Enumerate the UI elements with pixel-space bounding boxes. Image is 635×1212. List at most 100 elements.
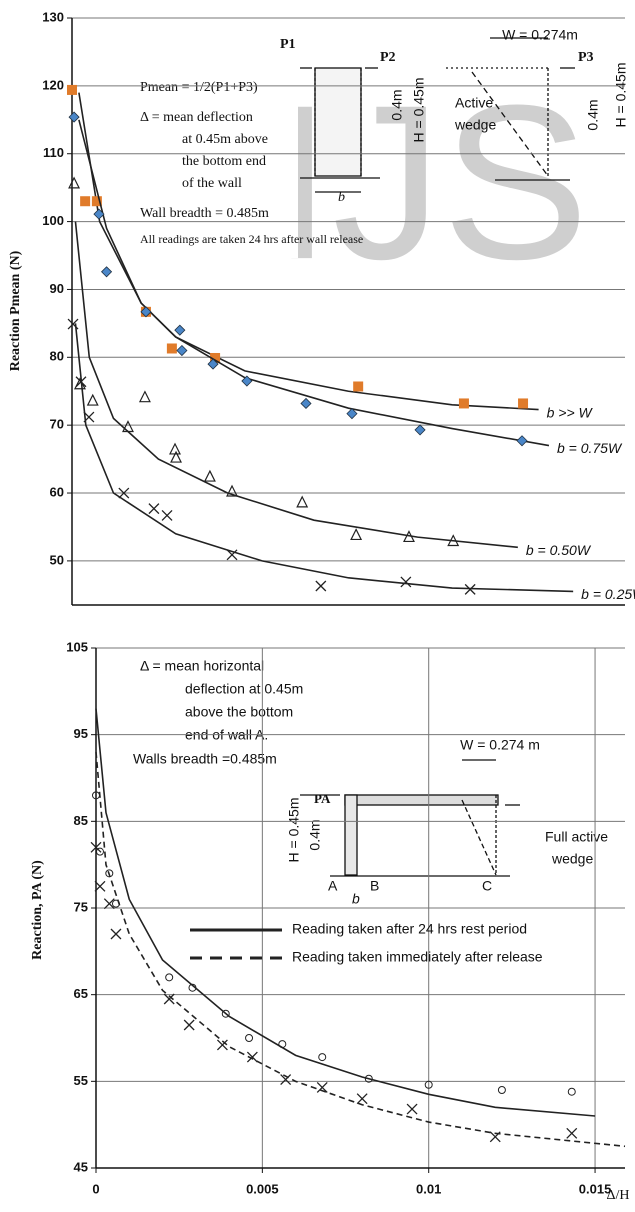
point: [489, 1131, 501, 1143]
point: [138, 390, 151, 403]
point: [406, 1103, 418, 1115]
note: Walls breadth =0.485m: [133, 751, 277, 767]
point: [221, 1009, 230, 1018]
diagram-label: H = 0.45m: [411, 78, 427, 143]
diagram-label: C: [482, 878, 492, 894]
point: [75, 376, 87, 388]
note: Δ = mean deflection: [140, 110, 253, 125]
point: [91, 196, 102, 207]
point: [245, 1034, 254, 1042]
diagram-label: A: [328, 878, 338, 894]
diagram-label: wedge: [454, 117, 496, 133]
diagram-label: b: [352, 891, 360, 907]
point: [174, 324, 186, 336]
diagram-label: W = 0.274 m: [460, 737, 540, 753]
y-tick-label: 130: [42, 9, 64, 24]
diagram-label: W = 0.274m: [502, 27, 578, 43]
y-tick-label: 95: [74, 726, 88, 741]
x-axis-label: Δ/H: [606, 1188, 629, 1203]
note-box: [125, 655, 305, 770]
point: [183, 1019, 195, 1031]
point: [356, 1093, 368, 1105]
y-tick-label: 110: [43, 145, 64, 160]
note: above the bottom: [185, 704, 293, 720]
point: [350, 528, 363, 541]
diagram-label: PA: [314, 791, 331, 806]
fit-curve: [74, 323, 574, 593]
point: [226, 549, 238, 561]
point: [566, 1127, 578, 1139]
diagram-label: Active: [455, 95, 493, 111]
point: [464, 583, 476, 595]
y-tick-label: 120: [42, 77, 64, 92]
point: [300, 397, 312, 410]
y-tick-label: 90: [50, 281, 64, 296]
point: [296, 495, 309, 508]
y-tick-label: 85: [74, 813, 88, 828]
diagram-label: b: [338, 190, 345, 205]
point: [203, 469, 216, 482]
legend-label: Reading taken immediately after release: [292, 949, 543, 965]
point: [148, 503, 160, 515]
y-tick-label: 65: [74, 986, 88, 1001]
point: [103, 898, 115, 910]
point: [403, 530, 415, 543]
bottom-annotations: Δ = mean horizontal deflection at 0.45m …: [133, 658, 608, 907]
legend-label: Reading taken after 24 hrs rest period: [292, 921, 527, 937]
point: [226, 484, 238, 497]
point: [353, 381, 364, 392]
diagram-label: P1: [280, 37, 296, 52]
note: Wall breadth = 0.485m: [140, 206, 269, 221]
point: [278, 1040, 287, 1049]
curve-label: b = 0.75W: [557, 440, 623, 456]
curve-label: b >> W: [547, 404, 594, 420]
point: [83, 411, 95, 423]
y-tick-label: 75: [74, 899, 88, 914]
diagram-label: B: [370, 878, 379, 894]
top-annotations: Pmean = 1/2(P1+P3) Δ = mean deflection a…: [140, 27, 629, 246]
point: [207, 358, 219, 370]
formula: Pmean = 1/2(P1+P3): [140, 80, 258, 95]
point: [80, 196, 91, 207]
point: [216, 1039, 228, 1051]
point: [315, 580, 327, 592]
point: [414, 424, 426, 436]
note: deflection at 0.45m: [185, 681, 303, 697]
fit-curve: [78, 119, 550, 447]
y-axis-label: Reaction, PA (N): [30, 860, 45, 960]
point: [68, 176, 81, 189]
point: [163, 993, 175, 1005]
point: [68, 111, 80, 123]
point: [318, 1053, 327, 1062]
point: [176, 344, 188, 357]
diagram-label: 0.4m: [585, 99, 601, 130]
y-tick-label: 100: [42, 213, 64, 228]
point: [166, 343, 177, 354]
fit-curve: [95, 708, 596, 1117]
point: [118, 487, 130, 499]
diagram-label: wedge: [551, 851, 593, 867]
y-axis-label: Reaction Pmean (N): [8, 250, 23, 371]
diagram-label: 0.4m: [389, 89, 405, 120]
point: [122, 420, 134, 433]
diagram-label: P3: [578, 50, 594, 65]
diagram-label: H = 0.45m: [286, 798, 302, 863]
point: [518, 398, 529, 409]
point: [95, 847, 104, 856]
curve-label: b = 0.50W: [526, 542, 592, 558]
point: [246, 1051, 258, 1063]
point: [280, 1074, 292, 1086]
y-tick-label: 55: [74, 1073, 88, 1088]
note-box: [128, 70, 298, 258]
point: [458, 398, 469, 409]
point: [316, 1081, 328, 1093]
point: [241, 375, 253, 387]
diagram-label: Full active: [545, 829, 608, 845]
point: [90, 841, 102, 853]
point: [516, 435, 528, 447]
y-tick-label: 45: [74, 1159, 88, 1174]
point: [161, 509, 173, 521]
note: All readings are taken 24 hrs after wall…: [140, 232, 363, 246]
point: [364, 1074, 373, 1083]
